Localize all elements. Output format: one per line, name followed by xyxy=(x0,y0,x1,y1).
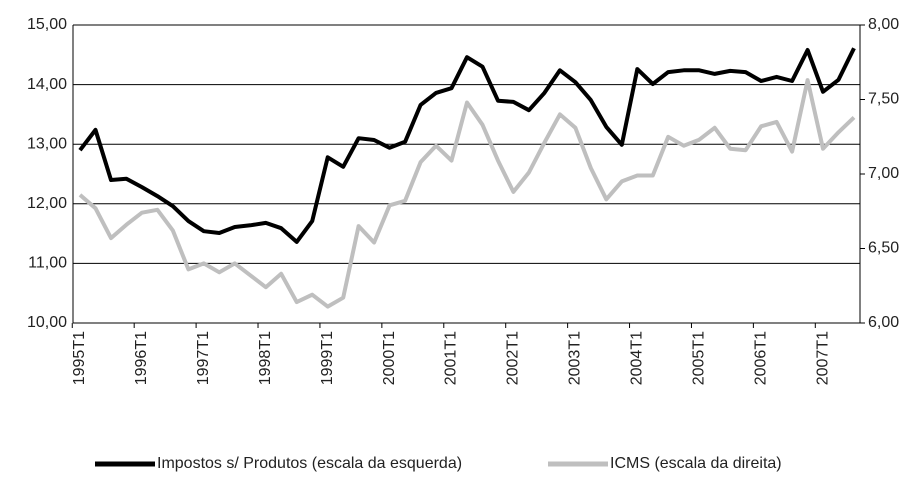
y-tick-label: 11,00 xyxy=(28,255,67,272)
legend-label: Impostos s/ Produtos (escala da esquerda… xyxy=(157,455,462,472)
y2-tick-label: 6,50 xyxy=(868,240,899,257)
y2-tick-label: 7,00 xyxy=(868,165,899,182)
x-tick-label: 1995T1 xyxy=(71,331,88,385)
x-tick-label: 1996T1 xyxy=(133,331,150,385)
y2-tick-label: 7,50 xyxy=(868,91,899,108)
series-line xyxy=(78,78,856,309)
x-tick-label: 2005T1 xyxy=(690,331,707,385)
x-tick-label: 2007T1 xyxy=(814,331,831,385)
legend-label: ICMS (escala da direita) xyxy=(610,455,782,472)
y-tick-label: 14,00 xyxy=(27,76,67,93)
x-tick-label: 2004T1 xyxy=(628,331,645,385)
y2-tick-label: 6,00 xyxy=(868,314,899,331)
x-tick-label: 1999T1 xyxy=(319,331,336,385)
x-tick-label: 2002T1 xyxy=(505,331,522,385)
x-tick-label: 2006T1 xyxy=(752,331,769,385)
y-tick-label: 15,00 xyxy=(27,16,67,33)
x-tick-label: 2001T1 xyxy=(443,331,460,385)
y2-tick-label: 8,00 xyxy=(868,16,899,33)
y-tick-label: 10,00 xyxy=(27,314,67,331)
series-line xyxy=(78,47,856,244)
x-tick-label: 2000T1 xyxy=(381,331,398,385)
x-tick-label: 1997T1 xyxy=(195,331,212,385)
y-tick-label: 13,00 xyxy=(27,135,67,152)
x-tick-label: 2003T1 xyxy=(567,331,584,385)
y-tick-label: 12,00 xyxy=(27,195,67,212)
x-tick-label: 1998T1 xyxy=(257,331,274,385)
